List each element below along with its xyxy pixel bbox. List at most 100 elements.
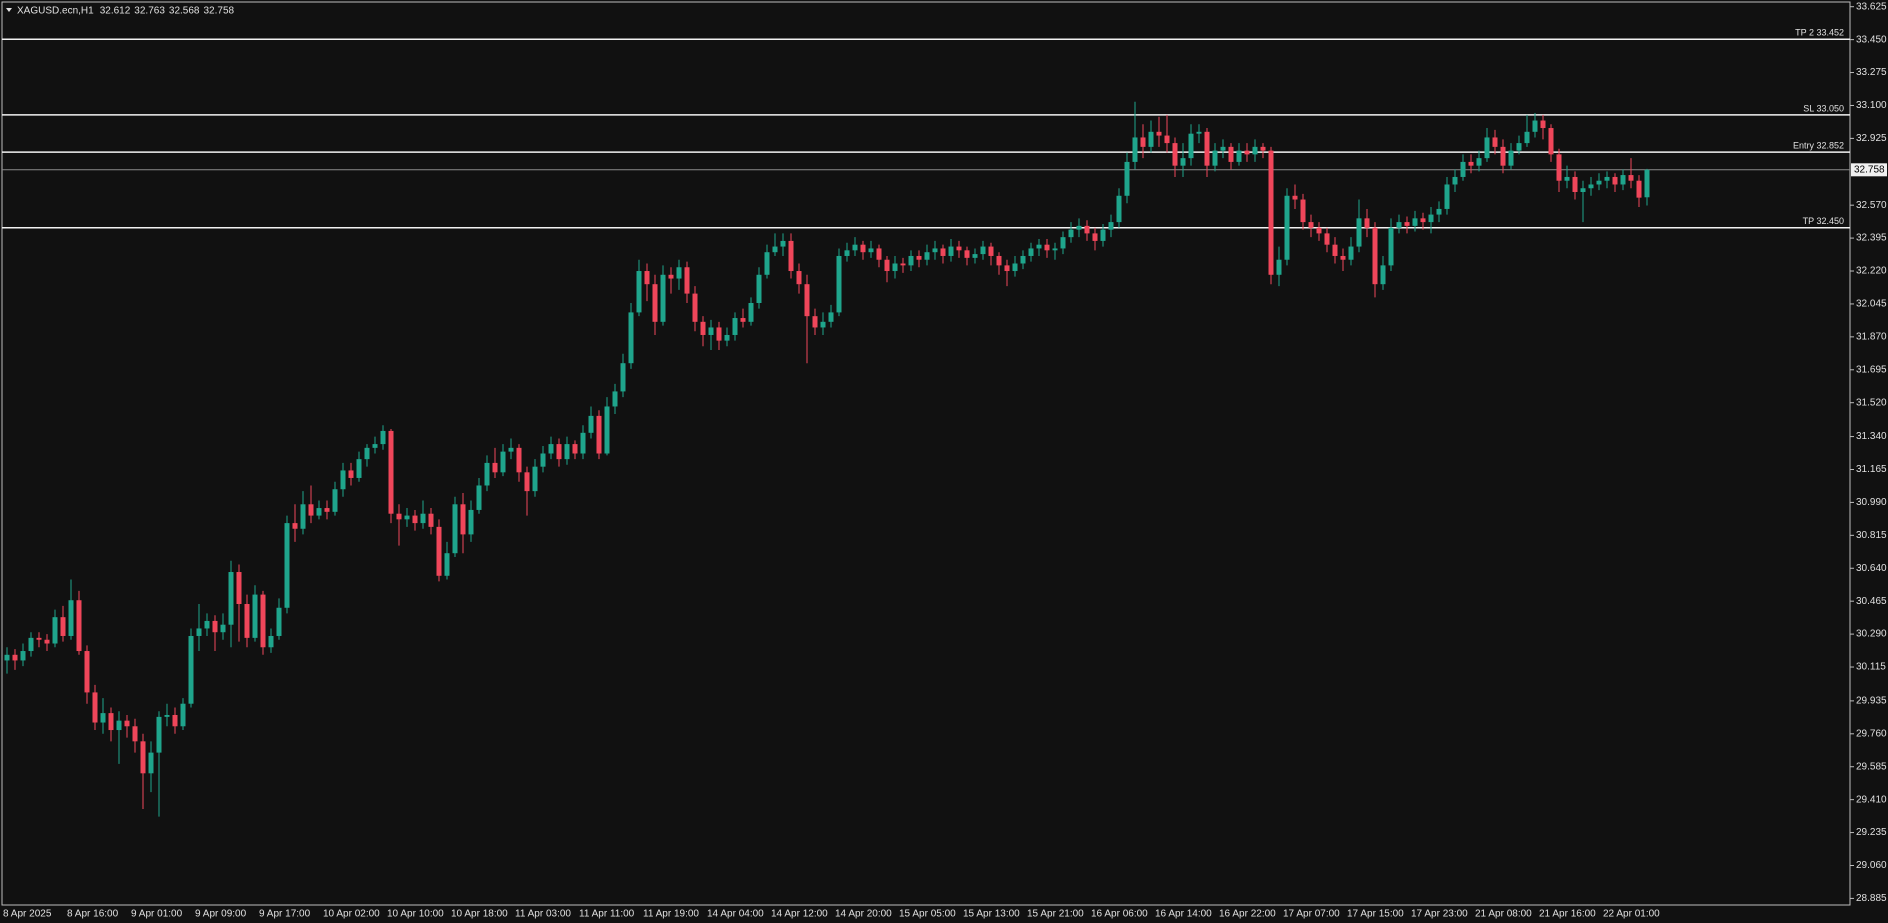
candle-body bbox=[892, 263, 898, 272]
y-tick-label: 31.870 bbox=[1856, 332, 1887, 343]
candle-body bbox=[1316, 227, 1322, 234]
candle-body bbox=[548, 444, 554, 454]
candle-body bbox=[1612, 176, 1618, 185]
x-tick-label: 10 Apr 18:00 bbox=[451, 909, 508, 920]
candle-body bbox=[1500, 146, 1506, 166]
x-tick-label: 11 Apr 03:00 bbox=[515, 909, 571, 920]
candle-body bbox=[428, 513, 434, 527]
x-tick-label: 17 Apr 07:00 bbox=[1283, 909, 1340, 920]
candle-body bbox=[668, 274, 674, 279]
candle-body bbox=[804, 284, 810, 317]
candle-body bbox=[676, 267, 682, 279]
candle-body bbox=[1172, 143, 1178, 166]
candle-body bbox=[636, 271, 642, 313]
candle-body bbox=[708, 327, 714, 335]
candle-body bbox=[300, 504, 306, 529]
y-tick-label: 33.450 bbox=[1856, 34, 1887, 45]
candle-body bbox=[1084, 225, 1090, 234]
candle-body bbox=[1404, 222, 1410, 226]
x-tick-label: 22 Apr 01:00 bbox=[1603, 909, 1660, 920]
candle-body bbox=[940, 248, 946, 256]
candle-body bbox=[4, 654, 10, 661]
candle-body bbox=[1148, 131, 1154, 147]
candle-body bbox=[772, 246, 778, 253]
candle-body bbox=[828, 312, 834, 322]
candle-body bbox=[1100, 229, 1106, 241]
candle-body bbox=[1156, 131, 1162, 136]
candle-body bbox=[324, 508, 330, 512]
candle-body bbox=[124, 720, 130, 727]
candle-body bbox=[132, 726, 138, 742]
candle-body bbox=[1524, 131, 1530, 144]
candle-body bbox=[180, 703, 186, 727]
x-tick-label: 9 Apr 17:00 bbox=[259, 909, 311, 920]
x-tick-label: 11 Apr 19:00 bbox=[643, 909, 699, 920]
candle-body bbox=[724, 334, 730, 341]
candle-body bbox=[948, 246, 954, 256]
candle-body bbox=[1644, 169, 1650, 198]
candle-body bbox=[396, 513, 402, 520]
candle-body bbox=[1564, 176, 1570, 181]
level-label: Entry 32.852 bbox=[1793, 140, 1844, 150]
candle-body bbox=[1540, 120, 1546, 129]
candle-body bbox=[492, 462, 498, 473]
candle-body bbox=[716, 327, 722, 341]
candle-body bbox=[1268, 150, 1274, 275]
y-tick-label: 31.695 bbox=[1856, 364, 1887, 375]
y-tick-label: 33.275 bbox=[1856, 67, 1887, 78]
y-tick-label: 33.625 bbox=[1856, 1, 1887, 12]
candle-body bbox=[220, 624, 226, 633]
candle-body bbox=[924, 252, 930, 260]
candle-body bbox=[460, 504, 466, 535]
candle-body bbox=[1220, 146, 1226, 151]
candle-body bbox=[700, 321, 706, 335]
y-tick-label: 32.925 bbox=[1856, 133, 1887, 144]
candle-body bbox=[580, 432, 586, 454]
x-tick-label: 15 Apr 13:00 bbox=[963, 909, 1020, 920]
candle-body bbox=[1636, 180, 1642, 198]
candle-body bbox=[1124, 161, 1130, 196]
header-high: 32.763 bbox=[134, 5, 165, 16]
candle-body bbox=[1012, 263, 1018, 272]
candle-body bbox=[1436, 208, 1442, 215]
candle-body bbox=[788, 240, 794, 272]
candle-body bbox=[340, 470, 346, 490]
candle-body bbox=[1036, 244, 1042, 249]
candle-body bbox=[156, 716, 162, 753]
x-tick-label: 14 Apr 04:00 bbox=[707, 909, 764, 920]
candle-body bbox=[1332, 244, 1338, 256]
candle-body bbox=[980, 246, 986, 255]
x-tick-label: 10 Apr 02:00 bbox=[323, 909, 380, 920]
y-tick-label: 32.220 bbox=[1856, 266, 1887, 277]
candle-body bbox=[1532, 120, 1538, 132]
candle-body bbox=[1356, 218, 1362, 247]
candle-body bbox=[1004, 265, 1010, 272]
candle-body bbox=[1516, 143, 1522, 151]
level-label: TP 32.450 bbox=[1803, 216, 1844, 226]
candle-body bbox=[908, 255, 914, 266]
candle-body bbox=[916, 255, 922, 260]
candle-body bbox=[652, 284, 658, 322]
candle-body bbox=[732, 318, 738, 335]
candle-body bbox=[1284, 195, 1290, 260]
symbol-menu-icon[interactable] bbox=[6, 8, 12, 12]
candle-body bbox=[1092, 233, 1098, 241]
y-tick-label: 29.060 bbox=[1856, 860, 1887, 871]
candle-body bbox=[756, 274, 762, 303]
candle-body bbox=[1188, 133, 1194, 159]
candle-body bbox=[508, 447, 514, 452]
candle-body bbox=[972, 254, 978, 258]
candle-body bbox=[988, 246, 994, 256]
candle-body bbox=[1492, 137, 1498, 147]
candle-body bbox=[44, 639, 50, 644]
x-tick-label: 11 Apr 11:00 bbox=[579, 909, 635, 920]
candle-body bbox=[364, 447, 370, 460]
candle-body bbox=[1508, 150, 1514, 166]
candle-body bbox=[316, 508, 322, 516]
candle-body bbox=[260, 594, 266, 648]
candle-body bbox=[1372, 227, 1378, 285]
candle-body bbox=[452, 504, 458, 554]
candle-body bbox=[1236, 150, 1242, 162]
candle-body bbox=[532, 466, 538, 492]
